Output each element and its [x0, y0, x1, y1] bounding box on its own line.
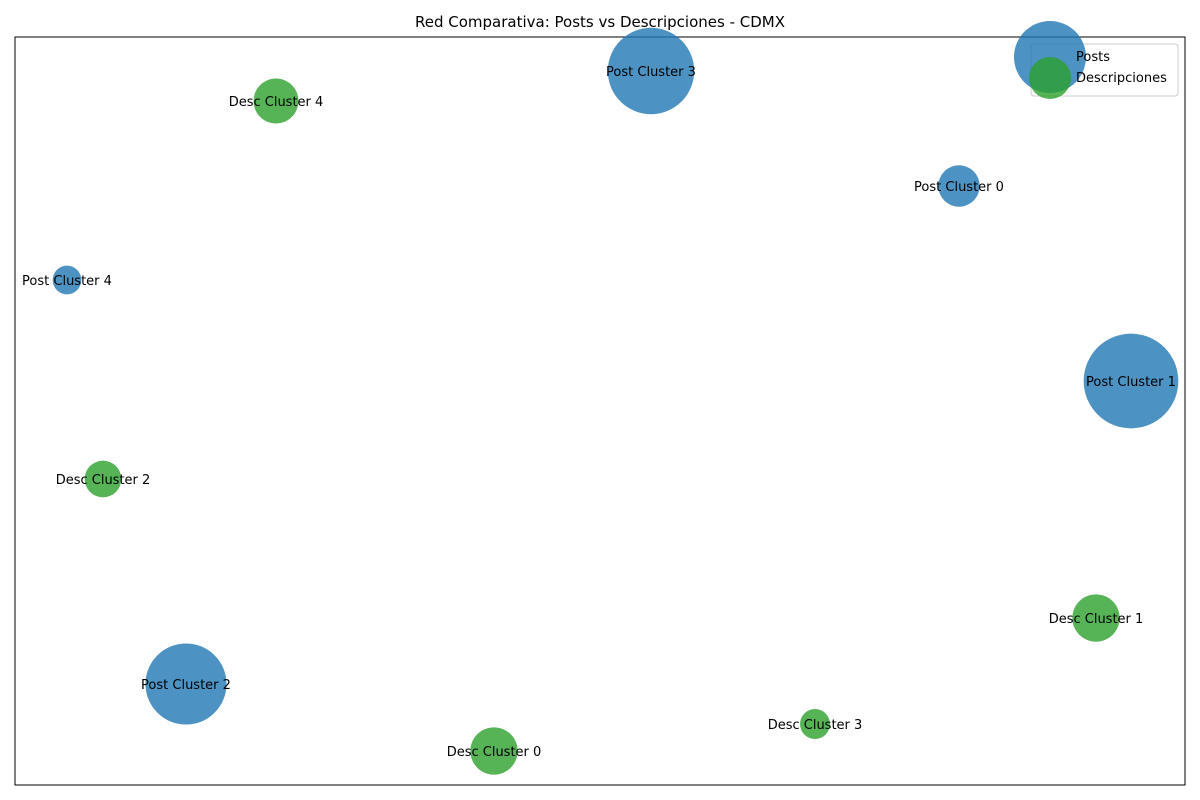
axes-frame [14, 36, 1186, 786]
node-label: Post Cluster 3 [606, 65, 696, 80]
node-post-cluster-0 [938, 165, 980, 207]
node-label: Post Cluster 0 [914, 180, 1004, 195]
legend-label-posts: Posts [1076, 50, 1110, 65]
node-label: Desc Cluster 4 [229, 95, 324, 110]
node-post-cluster-4 [52, 265, 82, 295]
legend-marker-descripciones [1029, 57, 1071, 99]
node-label: Desc Cluster 2 [56, 473, 151, 488]
node-post-cluster-2 [145, 643, 227, 725]
nodes-layer [52, 27, 1179, 775]
node-label: Desc Cluster 1 [1049, 612, 1144, 627]
node-post-cluster-3 [607, 27, 695, 115]
node-desc-cluster-3 [800, 709, 830, 739]
node-label: Desc Cluster 3 [768, 718, 863, 733]
node-label: Post Cluster 2 [141, 678, 231, 693]
node-label: Post Cluster 4 [22, 274, 112, 289]
legend: Posts Descripciones [1014, 21, 1179, 99]
labels-layer: Post Cluster 3 Post Cluster 0 Post Cluster… [22, 65, 1176, 760]
node-label: Desc Cluster 0 [447, 745, 542, 760]
chart-title: Red Comparativa: Posts vs Descripciones … [415, 13, 785, 31]
node-desc-cluster-1 [1072, 594, 1120, 642]
legend-label-descripciones: Descripciones [1076, 71, 1167, 86]
node-desc-cluster-4 [253, 78, 299, 124]
node-label: Post Cluster 1 [1086, 375, 1176, 390]
node-post-cluster-1 [1083, 333, 1179, 429]
node-desc-cluster-2 [84, 460, 122, 498]
node-desc-cluster-0 [470, 727, 518, 775]
